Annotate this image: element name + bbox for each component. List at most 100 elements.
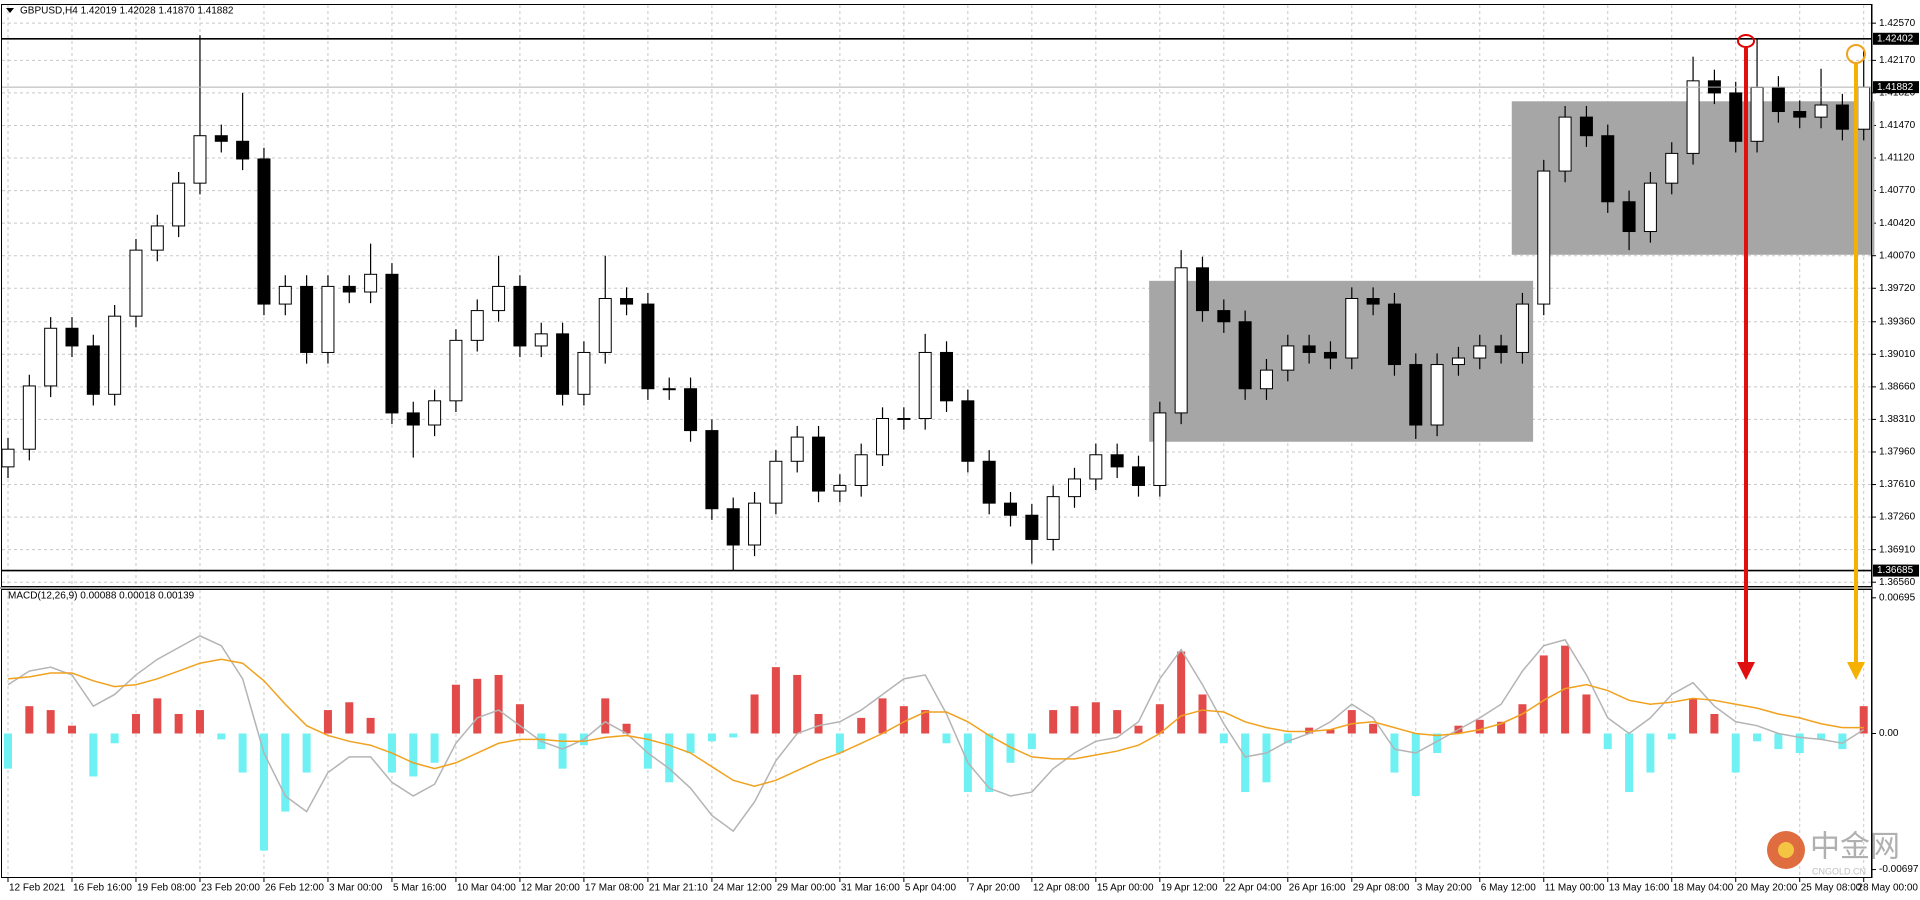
level-label: 1.36685 bbox=[1877, 565, 1914, 576]
y-tick-label: 1.38660 bbox=[1879, 382, 1916, 393]
y-tick-label: 1.38310 bbox=[1879, 414, 1916, 425]
x-tick-label: 11 May 00:00 bbox=[1545, 883, 1605, 894]
macd-pane-frame bbox=[1, 589, 1872, 878]
histogram-bar bbox=[1859, 706, 1868, 734]
y-tick-label: 1.41120 bbox=[1879, 153, 1915, 164]
x-tick-label: 12 Mar 20:00 bbox=[521, 883, 580, 894]
candle-body bbox=[129, 249, 143, 317]
candle-body bbox=[86, 345, 100, 395]
histogram-bar bbox=[814, 713, 823, 734]
chart-header: GBPUSD,H4 1.42019 1.42028 1.41870 1.4188… bbox=[20, 6, 234, 17]
histogram-bar bbox=[622, 723, 631, 734]
x-tick-label: 31 Mar 16:00 bbox=[841, 883, 900, 894]
y-tick-label: 1.42170 bbox=[1879, 55, 1916, 66]
histogram-bar bbox=[89, 733, 98, 777]
histogram-bar bbox=[1305, 727, 1314, 734]
histogram-bar bbox=[153, 698, 162, 734]
candle-body bbox=[1195, 267, 1209, 312]
histogram-bar bbox=[1838, 733, 1847, 750]
candle-body bbox=[1110, 454, 1124, 468]
candle-body bbox=[1814, 104, 1828, 118]
candle-body bbox=[150, 225, 164, 251]
y-tick-label: 1.36560 bbox=[1879, 577, 1916, 588]
arrow-head-red bbox=[1737, 662, 1755, 680]
menu-triangle bbox=[6, 8, 14, 13]
candle-body bbox=[513, 285, 527, 347]
candle-body bbox=[278, 285, 292, 305]
candle-body bbox=[1046, 496, 1060, 540]
candle-body bbox=[1750, 86, 1764, 142]
histogram-bar bbox=[857, 717, 866, 734]
y-tick-label: 1.37610 bbox=[1879, 479, 1916, 490]
y-tick-label: 1.37260 bbox=[1879, 512, 1916, 523]
histogram-bar bbox=[1326, 729, 1335, 734]
candle-body bbox=[193, 135, 207, 184]
histogram-bar bbox=[515, 704, 524, 734]
candle-body bbox=[1537, 170, 1551, 305]
candle-body bbox=[1835, 104, 1849, 130]
candle-body bbox=[1302, 345, 1316, 353]
histogram-bar bbox=[217, 733, 226, 740]
histogram-bar bbox=[1347, 710, 1356, 734]
macd-header: MACD(12,26,9) 0.00088 0.00018 0.00139 bbox=[8, 591, 195, 602]
candle-body bbox=[172, 182, 186, 227]
candle-body bbox=[300, 285, 314, 353]
histogram-bar bbox=[1049, 710, 1058, 734]
histogram-bar bbox=[1774, 733, 1783, 750]
histogram-bar bbox=[1198, 694, 1207, 734]
candle-body bbox=[257, 158, 271, 305]
candle-body bbox=[1771, 86, 1785, 113]
histogram-bar bbox=[942, 733, 951, 744]
candle-body bbox=[1387, 303, 1401, 366]
watermark-logo-inner bbox=[1778, 842, 1794, 858]
histogram-bar bbox=[1753, 733, 1762, 742]
candle-body bbox=[44, 327, 58, 387]
candle-body bbox=[961, 400, 975, 462]
candle-body bbox=[641, 303, 655, 390]
watermark-text: 中金网 bbox=[1810, 830, 1900, 865]
candle-body bbox=[1259, 369, 1273, 390]
histogram-bar bbox=[451, 684, 460, 734]
histogram-bar bbox=[643, 733, 652, 769]
x-tick-label: 19 Feb 08:00 bbox=[137, 883, 196, 894]
candle-body bbox=[790, 436, 804, 462]
x-tick-label: 12 Apr 08:00 bbox=[1033, 883, 1090, 894]
x-tick-label: 28 May 00:00 bbox=[1857, 883, 1918, 894]
candle-body bbox=[577, 351, 591, 395]
candle-body bbox=[1323, 351, 1337, 359]
candle-body bbox=[22, 385, 36, 450]
histogram-bar bbox=[771, 667, 780, 734]
candle-body bbox=[1643, 182, 1657, 233]
level-label-box bbox=[1873, 564, 1919, 577]
candle-body bbox=[1, 448, 15, 468]
histogram-bar bbox=[1091, 702, 1100, 734]
x-tick-label: 16 Feb 16:00 bbox=[73, 883, 132, 894]
histogram-bar bbox=[473, 678, 482, 734]
histogram-bar bbox=[67, 725, 76, 734]
candle-body bbox=[1622, 201, 1636, 233]
histogram-bar bbox=[1625, 733, 1634, 793]
candle-body bbox=[1558, 116, 1572, 172]
histogram-bar bbox=[174, 713, 183, 734]
x-tick-label: 10 Mar 04:00 bbox=[457, 883, 516, 894]
histogram-bar bbox=[1731, 733, 1740, 773]
histogram-bar bbox=[1027, 733, 1036, 750]
candle-body bbox=[1153, 412, 1167, 486]
y-tick-label: 1.39360 bbox=[1879, 316, 1916, 327]
histogram-bar bbox=[1497, 721, 1506, 734]
candle-body bbox=[1217, 310, 1231, 323]
candle-body bbox=[726, 508, 740, 546]
candle-body bbox=[1238, 321, 1252, 390]
x-tick-label: 29 Apr 08:00 bbox=[1353, 883, 1410, 894]
x-tick-label: 7 Apr 20:00 bbox=[969, 883, 1021, 894]
histogram-bar bbox=[195, 710, 204, 734]
x-tick-label: 22 Apr 04:00 bbox=[1225, 883, 1282, 894]
histogram-bar bbox=[1475, 719, 1484, 734]
candle-body bbox=[406, 412, 420, 426]
candle-body bbox=[854, 454, 868, 486]
histogram-bar bbox=[750, 694, 759, 734]
candle-body bbox=[321, 285, 335, 353]
histogram-bar bbox=[430, 733, 439, 763]
